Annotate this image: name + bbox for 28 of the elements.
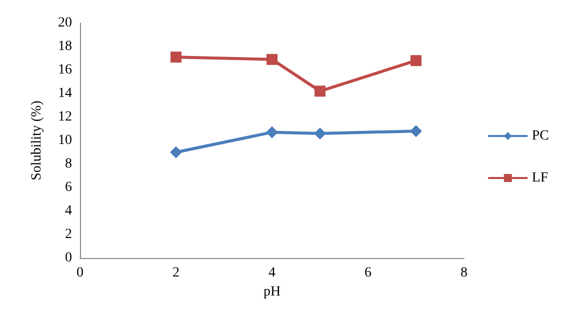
y-axis-title: Solubility (%) bbox=[30, 100, 44, 180]
y-tick-label: 20 bbox=[58, 16, 72, 30]
x-tick-label: 4 bbox=[268, 266, 276, 280]
y-tick-label: 10 bbox=[58, 133, 72, 148]
y-tick-label: 0 bbox=[65, 250, 72, 266]
y-tick-label: 12 bbox=[58, 110, 72, 124]
point bbox=[410, 125, 422, 138]
x-axis-title: pH bbox=[263, 284, 281, 300]
y-tick-label: 8 bbox=[65, 156, 72, 172]
point bbox=[170, 52, 182, 63]
legend-label: PC bbox=[532, 128, 549, 144]
y-tick-label: 6 bbox=[65, 180, 72, 195]
legend-label: LF bbox=[532, 170, 548, 186]
point bbox=[266, 54, 278, 65]
x-tick-label: 2 bbox=[172, 266, 180, 280]
point bbox=[314, 127, 326, 140]
point bbox=[314, 86, 326, 97]
x-tick-label: 6 bbox=[364, 266, 372, 280]
x-tick-label: 8 bbox=[460, 266, 468, 280]
y-tick-label: 16 bbox=[58, 62, 72, 78]
x-tick-label: 0 bbox=[76, 266, 84, 280]
y-tick-label: 18 bbox=[58, 39, 72, 54]
y-tick-label: 4 bbox=[65, 204, 72, 218]
y-tick-label: 2 bbox=[65, 227, 72, 242]
point bbox=[266, 126, 278, 138]
y-tick-label: 14 bbox=[58, 86, 72, 101]
point bbox=[410, 55, 422, 66]
point bbox=[170, 146, 182, 158]
